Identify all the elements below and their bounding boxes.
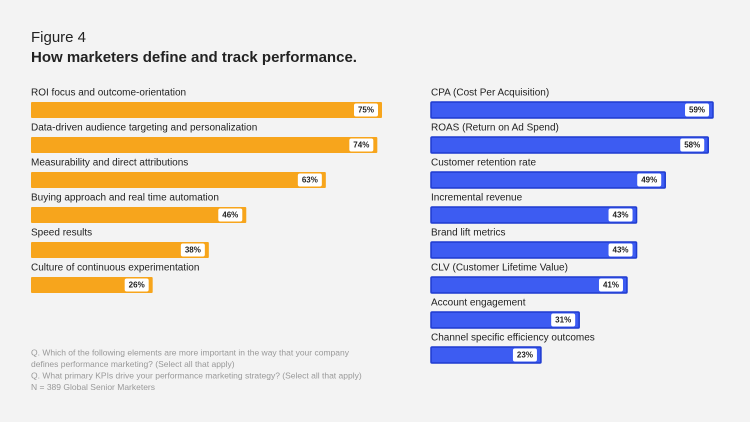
value-label-box	[637, 173, 662, 187]
value-label-box	[180, 243, 205, 257]
value-label-box	[218, 208, 243, 222]
bar	[430, 101, 714, 119]
category-label: CLV (Customer Lifetime Value)	[431, 263, 568, 274]
bar	[31, 207, 247, 223]
category-label: Culture of continuous experimentation	[31, 263, 199, 274]
figure-label: Figure 4	[31, 29, 86, 46]
value-label-box	[297, 173, 322, 187]
bar	[430, 311, 580, 329]
value-label: 58%	[684, 141, 700, 150]
value-label: 43%	[613, 246, 629, 255]
value-label: 46%	[222, 211, 238, 220]
bar	[31, 242, 209, 258]
category-label: Incremental revenue	[431, 193, 523, 204]
note: defines performance marketing? (Select a…	[31, 359, 235, 369]
value-label: 26%	[129, 281, 145, 290]
bar	[430, 206, 638, 224]
category-label: Speed results	[31, 228, 92, 239]
bar	[430, 136, 709, 154]
category-label: Brand lift metrics	[431, 228, 505, 239]
value-label-box	[551, 313, 576, 327]
note: N = 389 Global Senior Marketers	[31, 382, 155, 392]
notes: Q. Which of the following elements are m…	[31, 347, 362, 392]
value-label-box	[124, 278, 149, 292]
bar	[430, 276, 628, 294]
category-label: Data-driven audience targeting and perso…	[31, 123, 257, 134]
category-label: Customer retention rate	[431, 158, 536, 169]
value-label: 59%	[689, 106, 705, 115]
value-label-box	[512, 348, 537, 362]
value-label-box	[680, 138, 705, 152]
value-label-box	[608, 208, 633, 222]
category-label: CPA (Cost Per Acquisition)	[431, 88, 549, 99]
note: Q. Which of the following elements are m…	[31, 347, 350, 357]
value-label: 23%	[517, 351, 533, 360]
bar	[430, 171, 666, 189]
bar	[31, 277, 153, 293]
category-label: Account engagement	[431, 298, 526, 309]
value-label: 43%	[613, 211, 629, 220]
bar	[31, 137, 378, 153]
value-label: 41%	[603, 281, 619, 290]
note: Q. What primary KPIs drive your performa…	[31, 370, 362, 380]
category-label: Buying approach and real time automation	[31, 193, 219, 204]
category-label: ROI focus and outcome-orientation	[31, 88, 186, 99]
value-label: 74%	[353, 141, 369, 150]
category-label: ROAS (Return on Ad Spend)	[431, 123, 559, 134]
category-label: Measurability and direct attributions	[31, 158, 188, 169]
value-label: 63%	[302, 176, 318, 185]
bar	[31, 172, 326, 188]
figure-title: How marketers define and track performan…	[31, 49, 357, 66]
value-label-box	[685, 103, 710, 117]
value-label-box	[608, 243, 633, 257]
value-label: 49%	[641, 176, 657, 185]
value-label: 31%	[555, 316, 571, 325]
value-label: 75%	[358, 106, 374, 115]
value-label-box	[349, 138, 374, 152]
bar	[31, 102, 382, 118]
bar	[430, 241, 638, 259]
value-label-box	[354, 103, 378, 117]
value-label-box	[598, 278, 623, 292]
category-label: Channel specific efficiency outcomes	[431, 333, 595, 344]
value-label: 38%	[185, 246, 201, 255]
